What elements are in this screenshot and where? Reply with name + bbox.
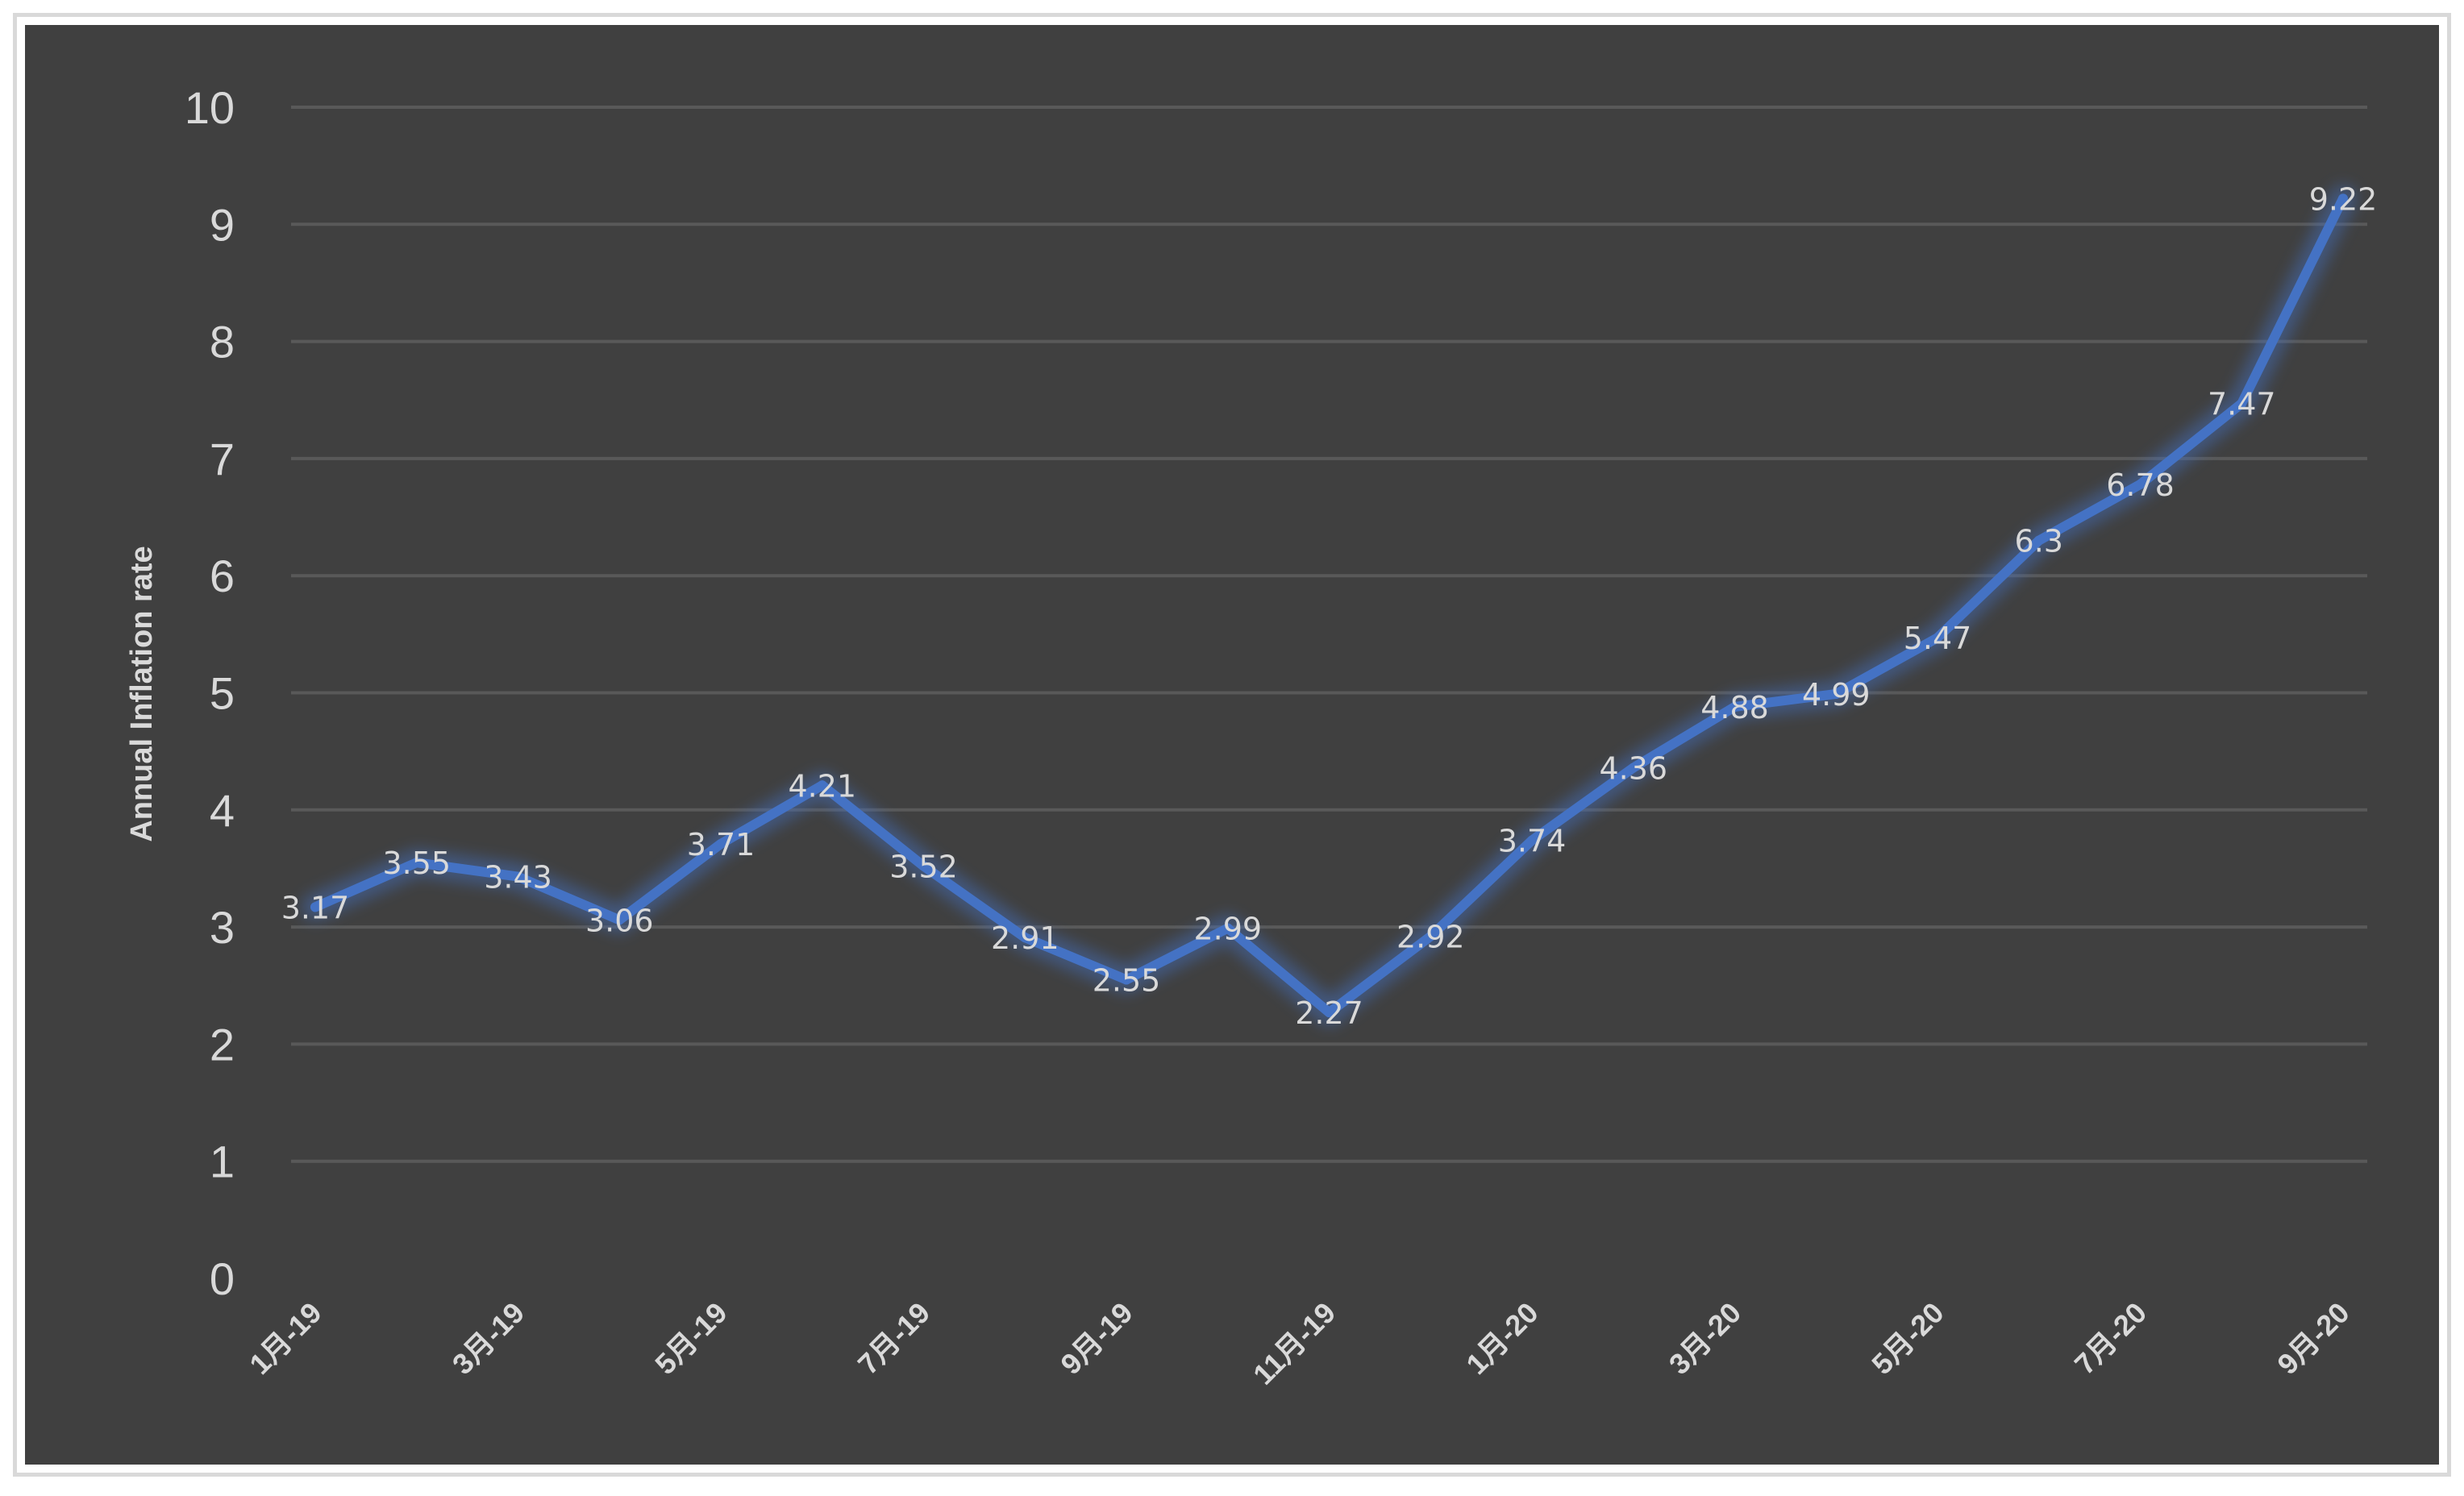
y-tick-label: 8 [210, 317, 235, 368]
line-chart: 0 1 2 3 4 5 6 7 8 9 10 1月-19 3月-19 5月-19 7月-19 9月-19 11… [125, 82, 2378, 1391]
y-tick-label: 4 [210, 785, 235, 836]
y-tick-label: 9 [210, 199, 235, 250]
data-label: 9.22 [2309, 181, 2378, 217]
data-labels: 3.17 3.55 3.43 3.06 3.71 4.21 3.52 2.91 2.55 2.99… [281, 181, 2378, 1031]
data-label: 3.71 [687, 827, 755, 862]
data-label: 4.99 [1802, 677, 1871, 713]
y-tick-label: 5 [210, 668, 235, 719]
data-point [2033, 535, 2044, 546]
data-point [1729, 701, 1740, 712]
y-tick-label: 0 [210, 1253, 235, 1304]
data-label: 4.21 [788, 768, 856, 804]
data-label: 3.43 [484, 860, 552, 896]
x-tick-label: 7月-20 [2068, 1296, 2153, 1381]
gridlines [291, 106, 2367, 1163]
x-tick-label: 9月-19 [1054, 1296, 1138, 1381]
y-axis-ticks: 0 1 2 3 4 5 6 7 8 9 10 [185, 82, 235, 1304]
y-axis-title: Annual Inflation rate [125, 546, 159, 842]
data-point [1324, 1008, 1334, 1018]
x-tick-label: 3月-19 [446, 1296, 531, 1381]
data-point [1628, 763, 1638, 773]
data-label: 3.52 [889, 850, 958, 885]
data-label: 6.78 [2106, 468, 2175, 503]
x-tick-label: 3月-20 [1663, 1296, 1747, 1381]
y-tick-label: 3 [210, 902, 235, 953]
data-label: 2.91 [991, 920, 1059, 956]
series-glow [302, 185, 2357, 1027]
data-point [1122, 974, 1131, 985]
data-point [918, 861, 929, 871]
data-label: 3.17 [281, 890, 350, 925]
data-label: 3.74 [1498, 824, 1567, 859]
data-label: 2.55 [1093, 962, 1161, 998]
data-point [2237, 398, 2247, 409]
data-point [411, 858, 422, 868]
data-point [2338, 193, 2348, 204]
data-point [513, 871, 523, 882]
y-tick-label: 7 [210, 434, 235, 484]
chart-frame: 0 1 2 3 4 5 6 7 8 9 10 1月-19 3月-19 5月-19 7月-19 9月-19 11… [13, 13, 2451, 1477]
x-tick-label: 1月-20 [1459, 1296, 1544, 1381]
data-point [716, 838, 726, 849]
data-label: 6.3 [2015, 524, 2063, 559]
data-label: 4.36 [1599, 750, 1667, 786]
data-point [1426, 931, 1436, 941]
series-line [310, 193, 2348, 1018]
data-point [1222, 923, 1233, 933]
y-tick-label: 6 [210, 551, 235, 601]
data-point [614, 915, 625, 925]
data-label: 7.47 [2208, 387, 2276, 422]
chart-area: 0 1 2 3 4 5 6 7 8 9 10 1月-19 3月-19 5月-19 7月-19 9月-19 11… [25, 25, 2439, 1465]
data-label: 3.06 [585, 903, 654, 938]
x-axis-ticks: 1月-19 3月-19 5月-19 7月-19 9月-19 11月-19 1月-20 3月-2… [243, 1296, 2355, 1391]
y-tick-label: 1 [210, 1137, 235, 1187]
data-point [1527, 835, 1537, 846]
x-tick-label: 5月-19 [648, 1296, 733, 1381]
series-line-glow [302, 185, 2357, 1027]
data-point [1831, 688, 1842, 699]
series-line-group [310, 193, 2348, 1018]
x-tick-label: 5月-20 [1865, 1296, 1950, 1381]
x-tick-label: 9月-20 [2270, 1296, 2355, 1381]
data-point [1020, 933, 1030, 943]
data-point [817, 780, 827, 791]
data-label: 3.55 [382, 846, 451, 881]
x-tick-label: 7月-19 [851, 1296, 936, 1381]
y-tick-label: 2 [210, 1019, 235, 1070]
data-point [310, 902, 320, 912]
y-tick-label: 10 [185, 82, 235, 133]
data-label: 2.92 [1396, 920, 1465, 955]
x-tick-label: 1月-19 [243, 1296, 327, 1381]
x-tick-label: 11月-19 [1247, 1296, 1342, 1391]
data-label: 2.27 [1295, 995, 1363, 1031]
data-point [2135, 479, 2146, 489]
data-label: 2.99 [1193, 912, 1262, 947]
data-label: 5.47 [1904, 621, 1972, 656]
data-point [1933, 633, 1942, 643]
data-label: 4.88 [1700, 690, 1769, 725]
